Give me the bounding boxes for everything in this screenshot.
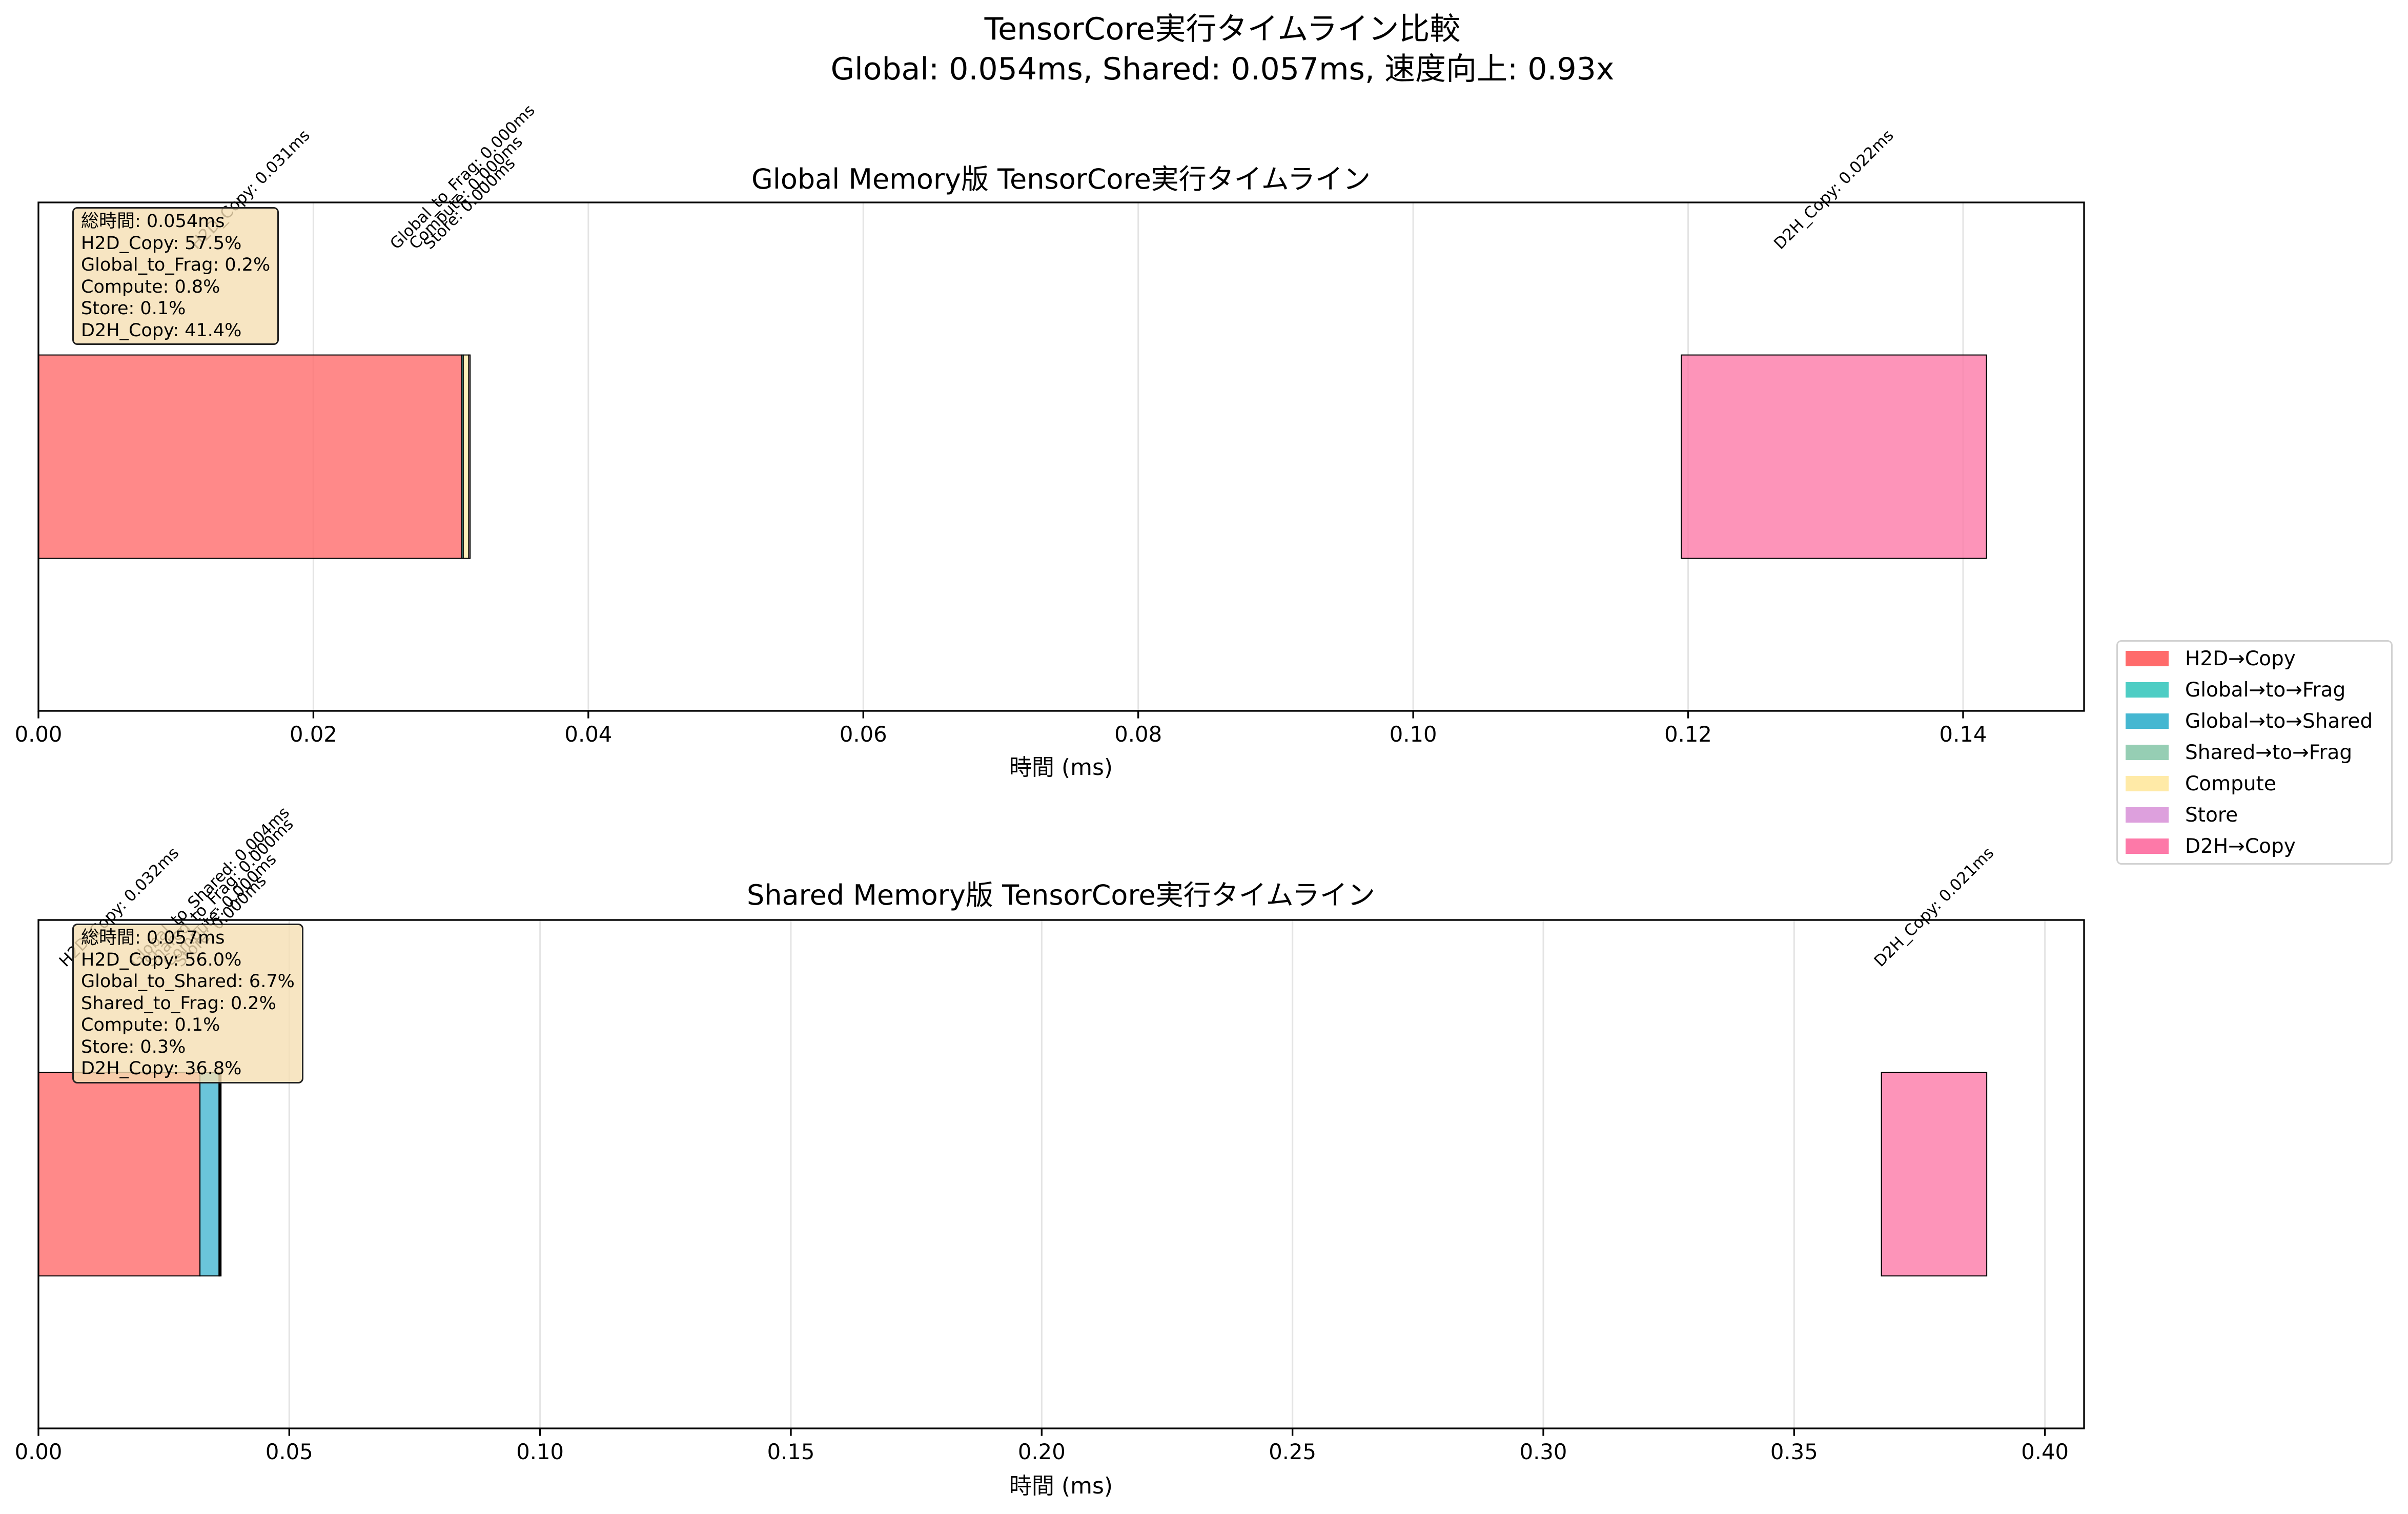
legend-item: Global→to→Frag xyxy=(2118,674,2391,706)
figure-title-line-2: Global: 0.054ms, Shared: 0.057ms, 速度向上: … xyxy=(830,51,1615,87)
legend-swatch xyxy=(2126,807,2169,823)
legend: H2D→Copy Global→to→Frag Global→to→Shared… xyxy=(2116,640,2393,865)
summary-line: D2H_Copy: 41.4% xyxy=(81,320,242,341)
x-tick-label: 0.06 xyxy=(840,722,887,747)
summary-line: Compute: 0.8% xyxy=(81,276,220,297)
summary-line: Global_to_Frag: 0.2% xyxy=(81,255,271,275)
axes-frame xyxy=(37,919,2085,1429)
legend-item: Compute xyxy=(2118,768,2391,800)
summary-line: 総時間: 0.054ms xyxy=(81,211,225,232)
x-tick-label: 0.25 xyxy=(1269,1439,1316,1464)
x-tick-label: 0.10 xyxy=(516,1439,564,1464)
x-tick-label: 0.10 xyxy=(1390,722,1437,747)
x-tick-label: 0.00 xyxy=(15,722,63,747)
x-tick-label: 0.35 xyxy=(1770,1439,1818,1464)
global-x-axis-label: 時間 (ms) xyxy=(1009,754,1113,781)
legend-label: Shared→to→Frag xyxy=(2185,741,2353,764)
legend-label: H2D→Copy xyxy=(2185,647,2296,670)
shared-summary-box: 総時間: 0.057ms H2D_Copy: 56.0% Global_to_S… xyxy=(72,924,303,1083)
timeline-bar-segment xyxy=(199,1072,220,1277)
summary-line: Store: 0.3% xyxy=(81,1036,186,1057)
legend-swatch xyxy=(2126,745,2169,760)
timeline-bar-segment xyxy=(38,354,463,559)
timeline-bar-segment xyxy=(468,354,471,559)
x-tick-label: 0.40 xyxy=(2021,1439,2069,1464)
global-summary-box: 総時間: 0.054ms H2D_Copy: 57.5% Global_to_F… xyxy=(72,207,279,345)
global-chart-title: Global Memory版 TensorCore実行タイムライン xyxy=(751,163,1371,195)
legend-label: Global→to→Shared xyxy=(2185,710,2373,733)
figure-title-line-1: TensorCore実行タイムライン比較 xyxy=(984,11,1461,47)
timeline-bar-segment xyxy=(38,1072,201,1277)
summary-line: H2D_Copy: 56.0% xyxy=(81,949,242,970)
timeline-bar-segment xyxy=(462,354,470,559)
legend-item: Global→to→Shared xyxy=(2118,706,2391,737)
summary-line: H2D_Copy: 57.5% xyxy=(81,233,242,254)
summary-line: Compute: 0.1% xyxy=(81,1015,220,1035)
x-tick-label: 0.04 xyxy=(564,722,612,747)
summary-line: 総時間: 0.057ms xyxy=(81,928,225,948)
x-tick-label: 0.15 xyxy=(767,1439,815,1464)
legend-item: H2D→Copy xyxy=(2118,643,2391,674)
axes-frame xyxy=(37,201,2085,712)
shared-x-axis-label: 時間 (ms) xyxy=(1009,1473,1113,1499)
summary-line: D2H_Copy: 36.8% xyxy=(81,1058,242,1079)
legend-item: Shared→to→Frag xyxy=(2118,737,2391,768)
x-tick-label: 0.12 xyxy=(1664,722,1712,747)
legend-label: Global→to→Frag xyxy=(2185,679,2346,702)
x-tick-label: 0.00 xyxy=(15,1439,63,1464)
segment-value-label: D2H_Copy: 0.021ms xyxy=(1871,844,1998,971)
x-tick-label: 0.20 xyxy=(1018,1439,1066,1464)
legend-swatch xyxy=(2126,838,2169,854)
x-tick-label: 0.08 xyxy=(1114,722,1162,747)
legend-swatch xyxy=(2126,776,2169,791)
legend-swatch xyxy=(2126,682,2169,698)
legend-swatch xyxy=(2126,651,2169,666)
timeline-bar-segment xyxy=(1681,354,1987,559)
x-tick-label: 0.02 xyxy=(290,722,337,747)
summary-line: Global_to_Shared: 6.7% xyxy=(81,971,295,992)
global-memory-timeline-axes: 0.00 0.02 0.04 0.06 0.08 0.10 0.12 0.14 H2D_Copy… xyxy=(15,101,2085,747)
summary-line: Shared_to_Frag: 0.2% xyxy=(81,993,276,1014)
legend-label: Store xyxy=(2185,804,2238,827)
summary-line: Store: 0.1% xyxy=(81,298,186,319)
legend-swatch xyxy=(2126,713,2169,729)
legend-label: Compute xyxy=(2185,772,2276,795)
timeline-bar-segment xyxy=(219,1072,222,1277)
legend-label: D2H→Copy xyxy=(2185,835,2296,858)
legend-item: Store xyxy=(2118,800,2391,831)
x-tick-label: 0.14 xyxy=(1940,722,1987,747)
timeline-bar-segment xyxy=(1881,1072,1988,1277)
legend-item: D2H→Copy xyxy=(2118,831,2391,862)
x-tick-label: 0.05 xyxy=(266,1439,313,1464)
x-tick-label: 0.30 xyxy=(1520,1439,1567,1464)
shared-chart-title: Shared Memory版 TensorCore実行タイムライン xyxy=(747,879,1375,911)
